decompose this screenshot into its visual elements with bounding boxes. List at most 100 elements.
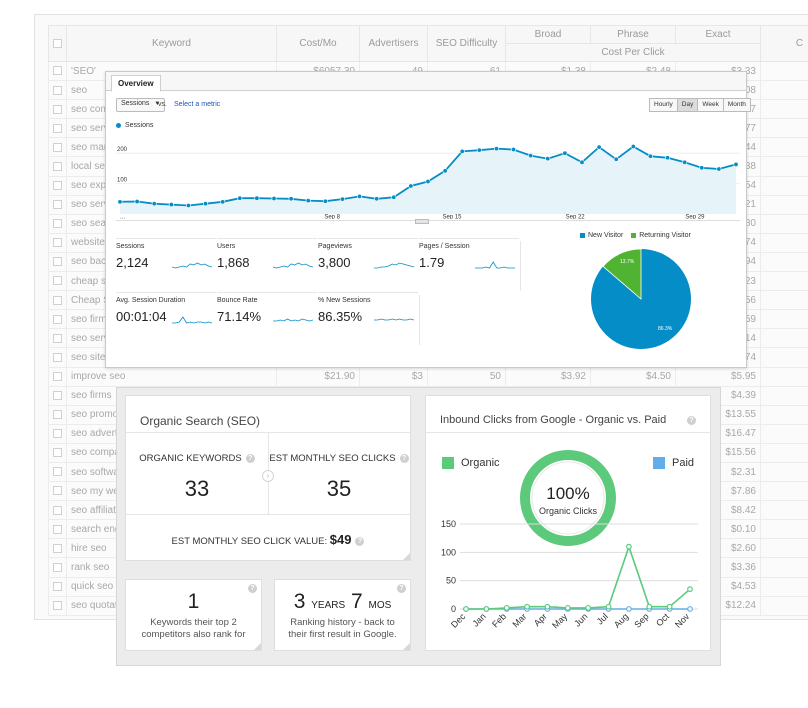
help-icon[interactable]: ?	[355, 537, 365, 546]
row-checkbox[interactable]	[53, 219, 62, 229]
organic-point	[503, 604, 510, 611]
select-metric-link[interactable]: Select a metric	[174, 101, 221, 108]
row-checkbox[interactable]	[53, 505, 62, 515]
row-checkbox[interactable]	[53, 429, 62, 439]
row-checkbox[interactable]	[53, 257, 62, 267]
row-checkbox[interactable]	[53, 123, 62, 133]
select-all-checkbox[interactable]	[53, 38, 62, 48]
row-checkbox[interactable]	[53, 66, 62, 76]
broad-header[interactable]: Broad	[505, 25, 591, 44]
inbound-clicks-title: Inbound Clicks from Google - Organic vs.…	[440, 414, 667, 426]
table-row[interactable]: improve seo $21.90 $3 50 $3.92 $4.50 $5.95	[48, 366, 808, 387]
extra-cell	[760, 500, 808, 521]
keyword-header[interactable]: Keyword	[66, 25, 277, 62]
granularity-hourly-button[interactable]: Hourly	[649, 98, 678, 112]
row-checkbox[interactable]	[53, 391, 62, 400]
metric-users[interactable]: Users 1,868	[217, 238, 317, 290]
row-checkbox-cell	[48, 213, 67, 234]
metric-sessions[interactable]: Sessions 2,124	[116, 238, 216, 290]
row-checkbox[interactable]	[53, 467, 62, 477]
granularity-month-button[interactable]: Month	[722, 98, 751, 112]
extra-cell	[760, 442, 808, 463]
row-checkbox[interactable]	[53, 543, 62, 553]
extra-cell	[760, 328, 808, 349]
select-all-cell[interactable]	[48, 25, 67, 62]
phrase-cell: $4.50	[590, 366, 676, 387]
extra-header[interactable]: C	[760, 25, 808, 62]
sessions-point	[733, 161, 739, 167]
row-checkbox[interactable]	[53, 200, 62, 210]
metric-select[interactable]: Sessions ▼	[116, 98, 166, 112]
extra-cell	[760, 557, 808, 578]
chart-resize-handle[interactable]	[415, 219, 429, 224]
row-checkbox[interactable]	[53, 238, 62, 248]
row-checkbox[interactable]	[53, 142, 62, 152]
metric-pageviews[interactable]: Pageviews 3,800	[318, 238, 418, 290]
cost-mo-header[interactable]: Cost/Mo	[276, 25, 360, 62]
help-icon[interactable]: ?	[399, 454, 409, 463]
sessions-point	[203, 201, 209, 207]
row-checkbox-cell	[48, 194, 67, 215]
row-checkbox[interactable]	[53, 581, 62, 591]
extra-cell	[760, 519, 808, 540]
row-checkbox[interactable]	[53, 486, 62, 496]
extra-cell	[760, 99, 808, 120]
row-checkbox[interactable]	[53, 161, 62, 171]
advertisers-header[interactable]: Advertisers	[359, 25, 428, 62]
row-checkbox[interactable]	[53, 104, 62, 114]
tab-overview[interactable]: Overview	[111, 75, 161, 92]
help-icon[interactable]: ?	[687, 416, 696, 425]
granularity-week-button[interactable]: Week	[697, 98, 724, 112]
row-checkbox[interactable]	[53, 85, 62, 95]
sessions-point	[220, 199, 226, 205]
organic-legend-label: Organic	[461, 457, 500, 469]
row-checkbox[interactable]	[53, 524, 62, 534]
row-checkbox-cell	[48, 423, 67, 444]
metric-sparkline	[374, 262, 414, 269]
sparkline-path	[172, 262, 212, 269]
est-clicks-label: EST MONTHLY SEO CLICKS	[269, 453, 396, 464]
help-icon[interactable]: ?	[245, 454, 255, 463]
granularity-day-button[interactable]: Day	[676, 98, 699, 112]
row-checkbox[interactable]	[53, 295, 62, 305]
ranking-months-unit: MOS	[368, 600, 392, 611]
row-checkbox[interactable]	[53, 314, 62, 324]
row-checkbox[interactable]	[53, 371, 62, 381]
y-tick-label: 0	[451, 604, 456, 614]
row-checkbox-cell	[48, 328, 67, 349]
organic-point	[646, 603, 653, 610]
row-checkbox[interactable]	[53, 410, 62, 420]
help-icon[interactable]: ?	[397, 584, 406, 593]
sparkline-path	[273, 262, 313, 269]
row-checkbox[interactable]	[53, 562, 62, 572]
returning-visitor-pct-label: 13.7%	[620, 259, 635, 265]
row-checkbox[interactable]	[53, 352, 62, 362]
row-checkbox[interactable]	[53, 601, 62, 611]
organic-point	[666, 603, 673, 610]
exact-cell: $5.95	[675, 366, 761, 387]
sessions-point	[716, 166, 722, 172]
adv-cell: $3	[359, 366, 428, 387]
metric-pages-session[interactable]: Pages / Session 1.79	[419, 238, 521, 291]
seo-difficulty-header[interactable]: SEO Difficulty	[427, 25, 506, 62]
metric-new-sessions[interactable]: % New Sessions 86.35%	[318, 292, 420, 345]
metric-avg-session-duration[interactable]: Avg. Session Duration 00:01:04	[116, 292, 216, 344]
sessions-point	[596, 144, 602, 150]
sessions-point	[322, 198, 328, 204]
sessions-legend-dot	[116, 122, 121, 128]
row-checkbox[interactable]	[53, 276, 62, 286]
row-checkbox-cell	[48, 347, 67, 368]
help-icon[interactable]: ?	[248, 584, 257, 593]
organic-point	[687, 586, 693, 593]
row-checkbox[interactable]	[53, 180, 62, 190]
x-tick-label: Aug	[612, 611, 630, 629]
x-tick-label: Sep 15	[442, 215, 462, 220]
phrase-header[interactable]: Phrase	[590, 25, 676, 44]
row-checkbox[interactable]	[53, 333, 62, 343]
metric-bounce-rate[interactable]: Bounce Rate 71.14%	[217, 292, 317, 344]
exact-header[interactable]: Exact	[675, 25, 761, 44]
row-checkbox[interactable]	[53, 448, 62, 458]
extra-cell	[760, 595, 808, 616]
sessions-point	[613, 156, 619, 162]
